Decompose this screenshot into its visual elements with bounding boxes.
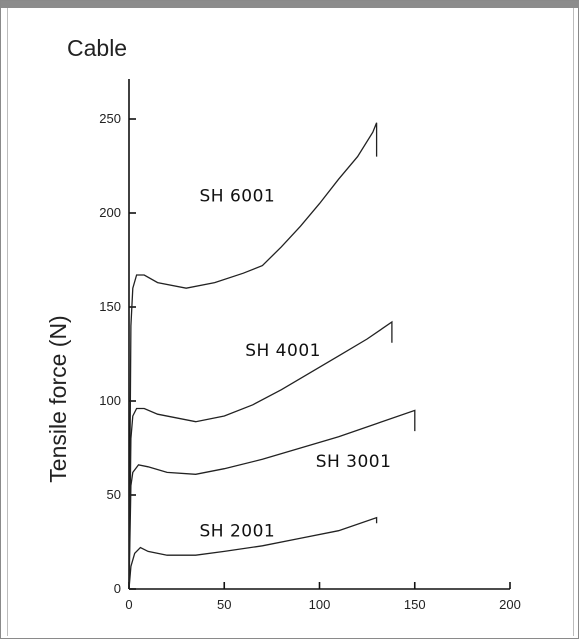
y-axis-label: Tensile force (N) bbox=[45, 315, 71, 482]
series-curves bbox=[128, 122, 416, 590]
y-tick-label: 250 bbox=[99, 111, 121, 126]
x-tick-label: 100 bbox=[309, 597, 331, 612]
series-label: SH 3001 bbox=[316, 452, 392, 472]
series-labels: SH 6001 SH 4001 SH 3001 SH 2001 bbox=[199, 187, 392, 542]
series-curve-sh-6001 bbox=[128, 122, 378, 590]
y-tick-label: 50 bbox=[107, 487, 121, 502]
series-label: SH 6001 bbox=[199, 187, 275, 207]
y-tick-label: 200 bbox=[99, 205, 121, 220]
y-tick-label: 100 bbox=[99, 393, 121, 408]
x-tick-label: 150 bbox=[404, 597, 426, 612]
x-tick-label: 0 bbox=[125, 597, 132, 612]
axes bbox=[128, 79, 511, 590]
x-tick-label: 200 bbox=[499, 597, 521, 612]
top-bar bbox=[1, 1, 579, 8]
figure-panel bbox=[7, 8, 574, 636]
series-curve-sh-2001 bbox=[128, 516, 378, 590]
tick-labels: 0 50 100 150 200 250 0 50 100 150 200 bbox=[99, 111, 521, 612]
series-label: SH 2001 bbox=[199, 521, 275, 541]
series-curve-sh-4001 bbox=[128, 320, 393, 590]
series-label: SH 4001 bbox=[245, 341, 321, 361]
series-curve-sh-3001 bbox=[128, 409, 416, 590]
chart-title: Cable bbox=[67, 35, 127, 61]
y-tick-label: 0 bbox=[114, 581, 121, 596]
x-tick-label: 50 bbox=[217, 597, 231, 612]
y-tick-label: 150 bbox=[99, 299, 121, 314]
